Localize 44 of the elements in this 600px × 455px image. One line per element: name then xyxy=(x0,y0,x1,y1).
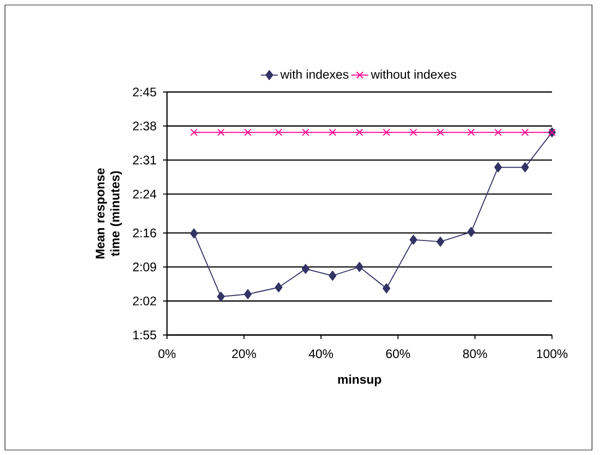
point xyxy=(190,228,198,238)
y-tick-label: 2:38 xyxy=(133,122,156,130)
point xyxy=(521,128,529,136)
y-axis-title: Mean response time (minutes) xyxy=(96,168,122,258)
legend-label: with indexes xyxy=(280,70,348,79)
point xyxy=(244,289,252,300)
x-tick-label: 0% xyxy=(158,349,176,358)
point xyxy=(274,128,282,136)
x-tick-label: 60% xyxy=(386,349,410,358)
point xyxy=(217,292,225,302)
point xyxy=(494,128,502,136)
point xyxy=(382,128,390,136)
y-tick-label: 2:45 xyxy=(133,88,156,96)
point xyxy=(356,128,364,136)
point xyxy=(494,162,502,172)
point xyxy=(436,236,444,247)
y-tick-label: 2:24 xyxy=(133,190,156,198)
point xyxy=(328,128,336,136)
point xyxy=(382,283,390,294)
x-tick-label: 80% xyxy=(463,349,488,358)
point xyxy=(410,234,418,245)
point xyxy=(521,162,529,172)
point xyxy=(356,262,364,272)
point xyxy=(244,128,252,136)
point xyxy=(467,128,475,136)
x-tick-label: 40% xyxy=(308,349,334,358)
point xyxy=(274,282,283,292)
point xyxy=(328,270,336,281)
x-axis-title: minsup xyxy=(338,374,382,386)
legend-label: without indexes xyxy=(370,70,456,79)
point xyxy=(410,128,418,136)
x-tick-label: 20% xyxy=(232,349,256,358)
y-tick-label: 2:16 xyxy=(133,228,156,238)
point xyxy=(436,128,444,136)
point xyxy=(302,264,310,274)
point xyxy=(467,226,476,237)
point xyxy=(190,128,198,136)
y-tick-label: 2:02 xyxy=(133,296,156,306)
y-tick-label: 1:55 xyxy=(133,330,156,340)
x-tick-label: 100% xyxy=(537,349,568,358)
point xyxy=(302,128,310,136)
point xyxy=(217,128,225,136)
y-tick-label: 2:31 xyxy=(133,156,156,164)
y-tick-label: 2:09 xyxy=(133,262,156,272)
